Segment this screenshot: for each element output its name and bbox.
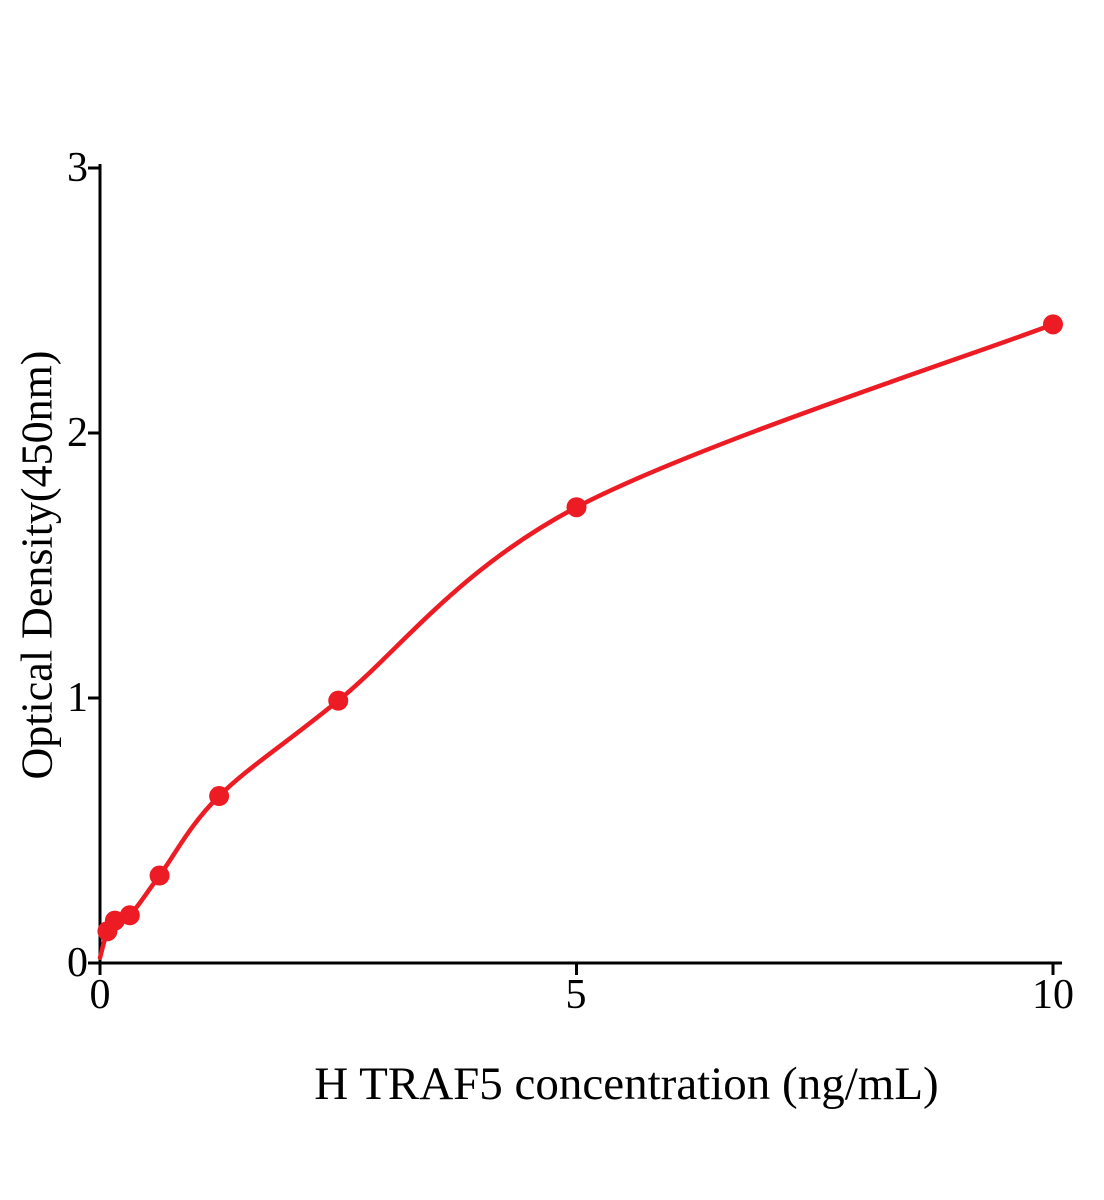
- y-tick-label-2: 2: [67, 410, 88, 456]
- x-tick-label-5: 5: [565, 972, 587, 1018]
- x-tick-label-10: 10: [1032, 972, 1074, 1018]
- y-axis-title: Optical Density(450nm): [12, 350, 62, 780]
- y-tick-label-0: 0: [67, 940, 88, 986]
- data-point: [149, 865, 170, 886]
- x-tick-label-0: 0: [89, 972, 111, 1018]
- x-axis-title: H TRAF5 concentration (ng/mL): [314, 1058, 939, 1110]
- y-tick-label-3: 3: [67, 145, 88, 191]
- data-point: [1043, 314, 1063, 335]
- data-point: [566, 497, 587, 518]
- standard-curve-line: [97, 322, 1056, 960]
- y-tick-label-1: 1: [67, 675, 88, 721]
- data-point: [209, 786, 230, 807]
- data-point: [119, 905, 140, 926]
- data-point: [328, 690, 349, 711]
